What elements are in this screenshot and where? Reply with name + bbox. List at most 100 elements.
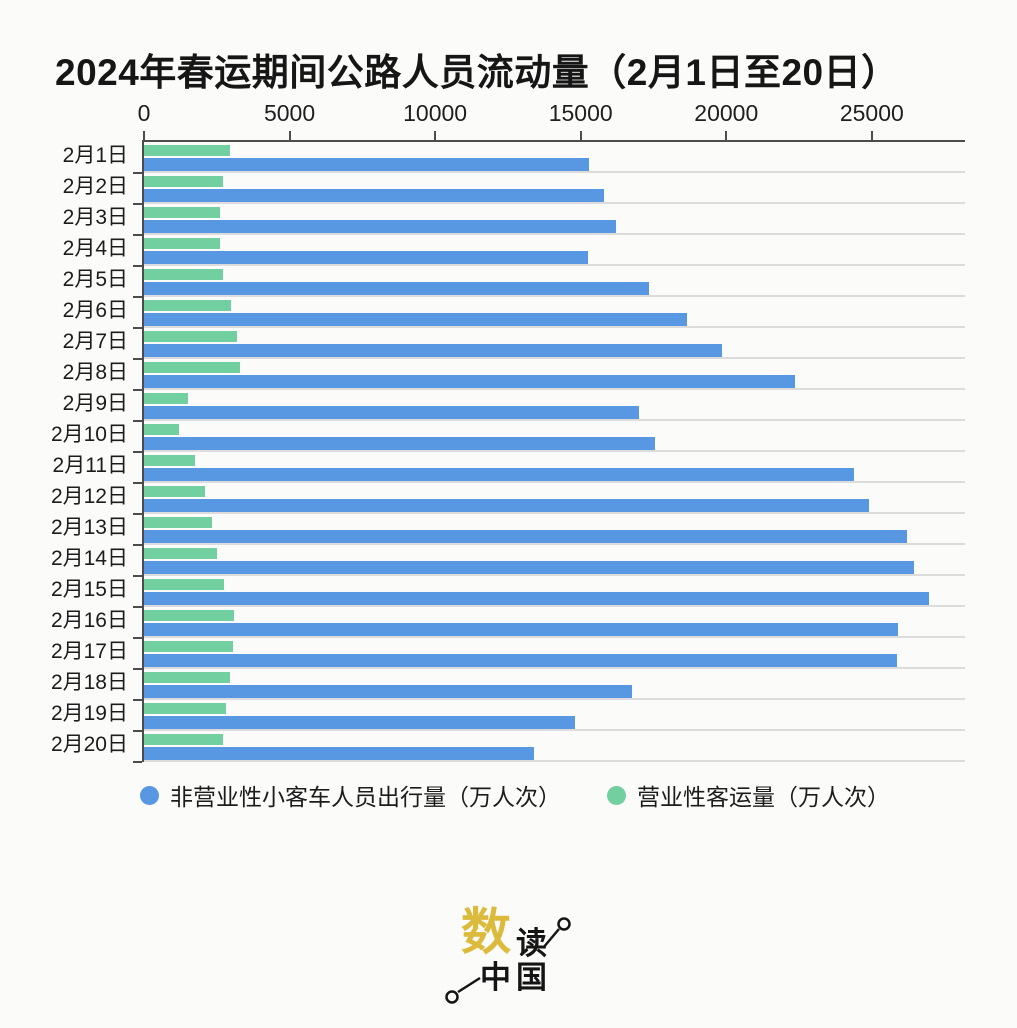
y-tick-mark bbox=[133, 730, 142, 732]
y-tick-mark bbox=[133, 668, 142, 670]
x-tick-label: 15000 bbox=[548, 100, 613, 126]
logo-char-shu: 数 bbox=[461, 902, 511, 961]
chart-row bbox=[144, 669, 965, 700]
gridline bbox=[144, 512, 965, 514]
bar-commercial-transport bbox=[144, 672, 230, 683]
y-axis-label: 2月18日 bbox=[50, 671, 128, 694]
chart-row bbox=[144, 390, 965, 421]
y-tick-mark bbox=[133, 420, 142, 422]
chart-row bbox=[144, 204, 965, 235]
legend-dot-icon bbox=[140, 785, 159, 805]
y-tick-mark bbox=[133, 451, 142, 453]
bar-commercial-transport bbox=[144, 331, 238, 342]
chart-row bbox=[144, 452, 965, 483]
chart-row bbox=[144, 266, 965, 297]
legend-label: 营业性客运量（万人次） bbox=[637, 784, 890, 810]
x-tick-label: 10000 bbox=[403, 100, 468, 126]
gridline bbox=[144, 326, 965, 328]
chart-row bbox=[144, 359, 965, 390]
bar-commercial-transport bbox=[144, 517, 213, 528]
bar-commercial-transport bbox=[144, 734, 223, 745]
chart-row bbox=[144, 173, 965, 204]
legend-dot-icon bbox=[607, 785, 626, 805]
x-tick-mark bbox=[143, 131, 145, 140]
gridline bbox=[144, 450, 965, 452]
gridline bbox=[144, 388, 965, 390]
gridline bbox=[144, 202, 965, 204]
bar-noncommercial-car bbox=[144, 468, 855, 481]
y-axis-label: 2月14日 bbox=[50, 547, 128, 570]
bar-noncommercial-car bbox=[144, 592, 929, 605]
y-tick-mark bbox=[133, 234, 142, 236]
chart-row bbox=[144, 607, 965, 638]
gridline bbox=[144, 760, 965, 762]
brand-logo: 数 读 中国 bbox=[430, 893, 610, 1023]
bar-commercial-transport bbox=[144, 300, 232, 311]
chart-row bbox=[144, 700, 965, 731]
bar-noncommercial-car bbox=[144, 282, 650, 295]
y-tick-mark bbox=[133, 513, 142, 515]
gridline bbox=[144, 574, 965, 576]
y-axis-label: 2月6日 bbox=[62, 299, 128, 322]
y-axis-label: 2月7日 bbox=[62, 330, 128, 353]
bar-noncommercial-car bbox=[144, 747, 535, 760]
chart-row bbox=[144, 235, 965, 266]
gridline bbox=[144, 233, 965, 235]
y-tick-mark bbox=[133, 637, 142, 639]
chart-row bbox=[144, 328, 965, 359]
bar-commercial-transport bbox=[144, 703, 226, 714]
bar-commercial-transport bbox=[144, 486, 206, 497]
gridline bbox=[144, 481, 965, 483]
legend-label: 非营业性小客车人员出行量（万人次） bbox=[170, 784, 561, 810]
x-tick-mark bbox=[579, 131, 582, 140]
y-axis-label: 2月17日 bbox=[50, 640, 128, 663]
bar-commercial-transport bbox=[144, 269, 223, 280]
chart-title: 2024年春运期间公路人员流动量（2月1日至20日） bbox=[55, 52, 899, 93]
y-axis-label: 2月8日 bbox=[62, 361, 128, 384]
bar-noncommercial-car bbox=[144, 313, 687, 326]
y-tick-mark bbox=[133, 296, 142, 298]
chart-row bbox=[144, 421, 965, 452]
bar-noncommercial-car bbox=[144, 437, 655, 450]
bar-commercial-transport bbox=[144, 610, 235, 621]
gridline bbox=[144, 698, 965, 700]
y-tick-mark bbox=[133, 544, 142, 546]
bar-noncommercial-car bbox=[144, 406, 639, 419]
bar-noncommercial-car bbox=[144, 685, 632, 698]
bar-commercial-transport bbox=[144, 393, 188, 404]
legend-item: 非营业性小客车人员出行量（万人次） bbox=[140, 778, 561, 812]
bar-commercial-transport bbox=[144, 455, 195, 466]
bar-commercial-transport bbox=[144, 362, 241, 373]
y-tick-mark bbox=[133, 327, 142, 329]
logo-chars-zhongguo: 中国 bbox=[480, 960, 552, 996]
x-tick-mark bbox=[288, 131, 291, 140]
gridline bbox=[144, 667, 965, 669]
bar-commercial-transport bbox=[144, 238, 220, 249]
y-tick-mark bbox=[133, 761, 142, 763]
x-tick-label: 20000 bbox=[694, 100, 759, 126]
y-axis-label: 2月2日 bbox=[62, 175, 128, 198]
bar-noncommercial-car bbox=[144, 251, 588, 264]
y-axis-label: 2月10日 bbox=[50, 423, 128, 446]
bar-noncommercial-car bbox=[144, 623, 899, 636]
plot-area: 0 5000 10000 15000 20000 25000 bbox=[133, 100, 965, 763]
bar-noncommercial-car bbox=[144, 189, 604, 202]
bar-noncommercial-car bbox=[144, 716, 575, 729]
y-tick-mark bbox=[133, 699, 142, 701]
gridline bbox=[144, 171, 965, 173]
bar-commercial-transport bbox=[144, 548, 217, 559]
x-tick-label: 25000 bbox=[839, 100, 904, 126]
chart-row bbox=[144, 514, 965, 545]
y-axis-label: 2月15日 bbox=[50, 578, 128, 601]
y-axis-label: 2月19日 bbox=[50, 702, 128, 725]
y-tick-mark bbox=[133, 575, 142, 577]
legend-item: 营业性客运量（万人次） bbox=[607, 778, 890, 812]
gridline bbox=[144, 264, 965, 266]
y-tick-mark bbox=[133, 606, 142, 608]
gridline bbox=[144, 543, 965, 545]
y-axis-label: 2月9日 bbox=[62, 392, 128, 415]
bar-noncommercial-car bbox=[144, 344, 722, 357]
y-tick-mark bbox=[133, 389, 142, 391]
bar-noncommercial-car bbox=[144, 499, 869, 512]
chart-row bbox=[144, 545, 965, 576]
